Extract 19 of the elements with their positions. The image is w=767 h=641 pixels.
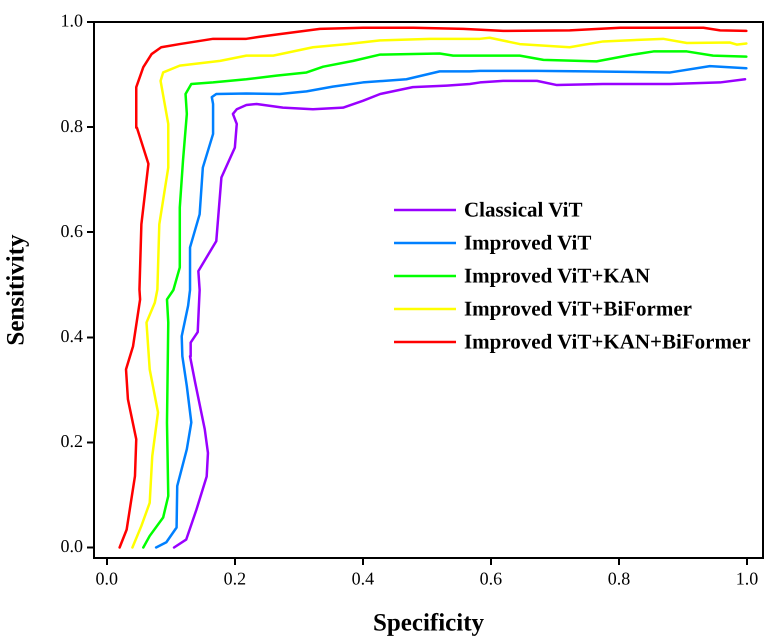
legend-label: Improved ViT+KAN (464, 263, 650, 288)
x-tick-label: 0.0 (96, 568, 118, 589)
x-tick-label: 0.2 (224, 568, 246, 589)
y-tick-label: 1.0 (60, 10, 83, 31)
legend-label: Improved ViT (464, 230, 592, 254)
x-tick-label: 1.0 (736, 568, 758, 589)
x-tick-label: 0.6 (480, 568, 502, 589)
legend-label: Improved ViT+BiFormer (464, 296, 692, 320)
y-tick-label: 0.8 (60, 116, 83, 136)
x-tick-label: 0.8 (608, 568, 630, 589)
y-tick-label: 0.4 (60, 326, 83, 346)
legend-label: Classical ViT (464, 197, 582, 222)
y-axis-title: Sensitivity (2, 234, 30, 346)
y-tick-label: 0.2 (60, 431, 83, 452)
x-tick-label: 0.4 (352, 568, 374, 589)
y-tick-label: 0.0 (60, 536, 83, 556)
x-axis-title: Specificity (372, 609, 485, 636)
y-tick-label: 0.6 (60, 220, 83, 241)
legend-label: Improved ViT+KAN+BiFormer (464, 329, 751, 354)
